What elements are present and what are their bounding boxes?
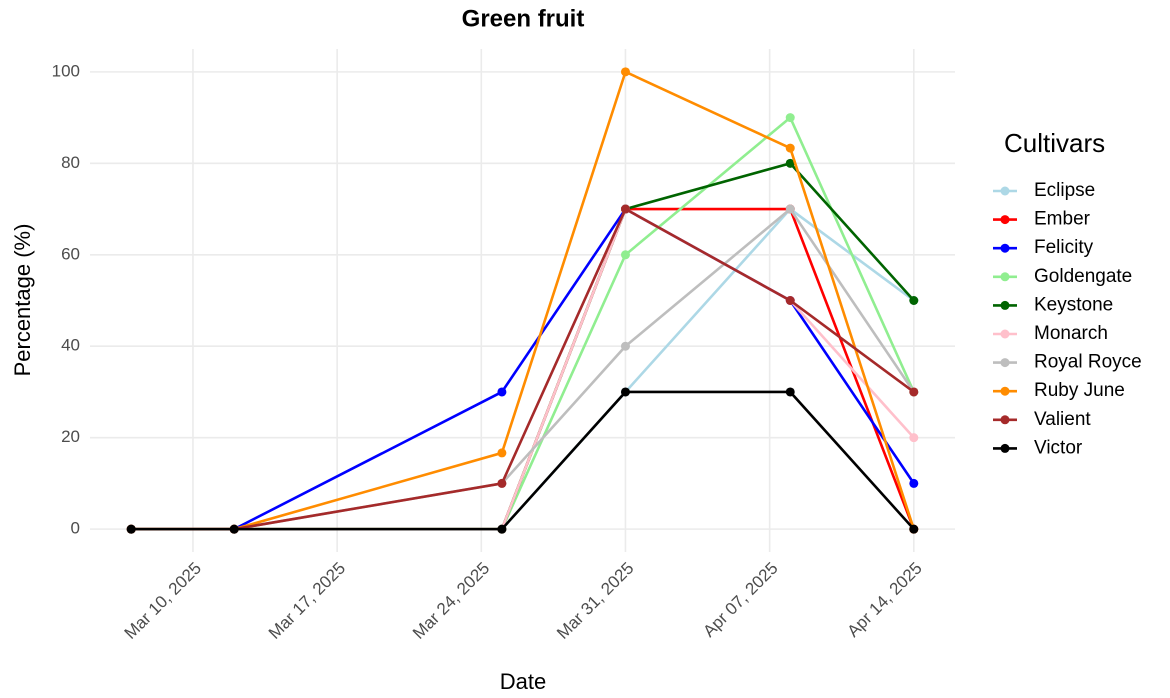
data-point	[909, 387, 919, 397]
legend-swatch-dot	[1000, 215, 1010, 225]
data-point	[785, 113, 795, 123]
data-point	[909, 433, 919, 443]
legend-swatch-dot	[1000, 386, 1010, 396]
legend-label: Goldengate	[1034, 266, 1132, 287]
legend-label: Ruby June	[1034, 380, 1125, 401]
x-tick-label: Mar 31, 2025	[553, 559, 637, 643]
legend-swatch-dot	[1000, 186, 1010, 196]
legend-swatch-dot	[1000, 415, 1010, 425]
y-tick-label: 40	[61, 336, 80, 355]
data-point	[909, 296, 919, 305]
legend-swatch-dot	[1000, 272, 1010, 282]
data-point	[785, 387, 795, 397]
data-point	[620, 341, 630, 351]
data-point	[785, 158, 795, 168]
x-tick-label: Apr 14, 2025	[844, 559, 926, 641]
legend-swatch-dot	[1000, 243, 1010, 253]
data-point	[620, 250, 630, 260]
data-point	[785, 204, 795, 214]
legend-swatch-dot	[1000, 300, 1010, 310]
data-point	[909, 524, 919, 534]
legend-swatch-dot	[1000, 329, 1010, 339]
data-point	[620, 67, 630, 77]
data-point	[497, 478, 507, 488]
y-tick-label: 20	[61, 427, 80, 446]
legend-label: Monarch	[1034, 323, 1108, 344]
x-tick-label: Mar 24, 2025	[409, 559, 493, 643]
data-point	[620, 387, 630, 397]
series-line	[131, 115, 915, 531]
data-point	[497, 448, 507, 458]
y-tick-label: 60	[61, 244, 80, 263]
data-point	[126, 524, 136, 534]
data-point	[229, 524, 239, 534]
legend-label: Ember	[1034, 209, 1091, 230]
data-point	[909, 478, 919, 488]
y-tick-label: 80	[61, 153, 80, 172]
legend-label: Victor	[1034, 437, 1083, 458]
data-point	[497, 387, 507, 397]
data-point	[620, 204, 630, 214]
data-point	[785, 143, 795, 153]
legend-label: Felicity	[1034, 237, 1094, 258]
y-tick-label: 0	[71, 519, 80, 538]
legend-swatch-dot	[1000, 358, 1010, 368]
y-tick-label: 100	[52, 61, 80, 80]
data-point	[497, 524, 507, 534]
series-line	[131, 390, 915, 531]
chart-title: Green fruit	[462, 5, 585, 32]
data-point	[785, 296, 795, 305]
x-tick-label: Mar 10, 2025	[121, 559, 205, 643]
legend-label: Eclipse	[1034, 180, 1095, 201]
legend-label: Royal Royce	[1034, 352, 1142, 373]
y-axis-label: Percentage (%)	[10, 224, 35, 377]
legend-label: Valient	[1034, 409, 1091, 430]
legend-swatch-dot	[1000, 443, 1010, 453]
x-tick-label: Apr 07, 2025	[699, 559, 781, 641]
legend-title: Cultivars	[1004, 128, 1105, 158]
legend-label: Keystone	[1034, 294, 1113, 315]
x-axis-label: Date	[500, 669, 546, 694]
x-tick-label: Mar 17, 2025	[265, 559, 349, 643]
